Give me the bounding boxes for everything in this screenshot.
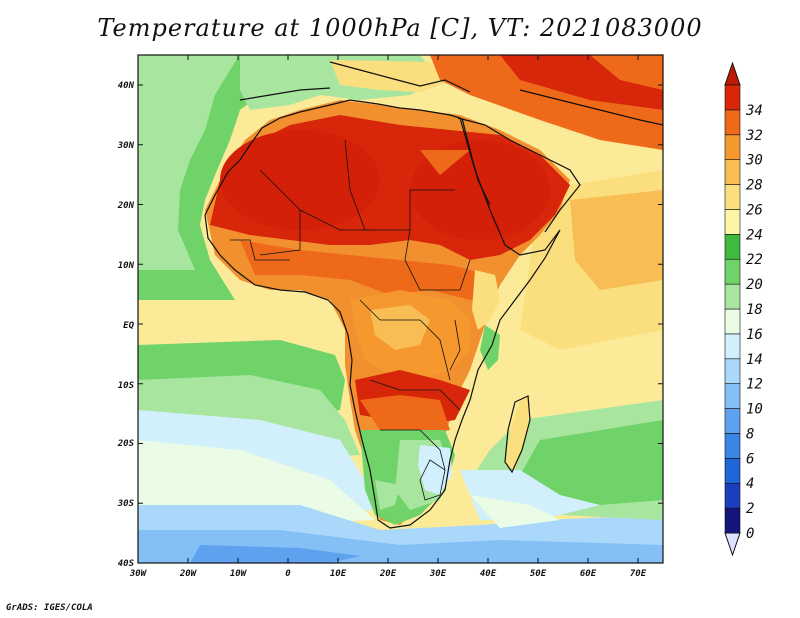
- colorbar-over-triangle: [724, 61, 741, 86]
- lat-label: 40N: [118, 81, 135, 91]
- lon-label: 30E: [429, 569, 447, 579]
- colorbar-box: [724, 408, 741, 434]
- colorbar-label: 10: [746, 402, 763, 418]
- colorbar-box: [724, 184, 741, 210]
- longitude-labels: 30W 20W 10W 0 10E 20E 30E 40E 50E 60E 70…: [129, 569, 647, 579]
- lat-label: 10S: [118, 381, 135, 391]
- colorbar-label: 2: [746, 501, 754, 517]
- lat-label: EQ: [123, 321, 134, 331]
- colorbar-box: [724, 358, 741, 384]
- colorbar-label: 22: [746, 252, 763, 268]
- map-title: Temperature at 1000hPa [C], VT: 20210830…: [97, 14, 703, 42]
- colorbar-label: 30: [745, 153, 763, 169]
- colorbar-label: 20: [746, 277, 763, 293]
- plot-frame: [137, 54, 664, 564]
- lon-label: 20W: [179, 569, 198, 579]
- latitude-labels: 40N 30N 20N 10N EQ 10S 20S 30S 40S: [117, 81, 135, 569]
- lon-label: 60E: [580, 569, 597, 579]
- lat-label: 40S: [118, 559, 135, 569]
- colorbar-box: [724, 458, 741, 484]
- colorbar-box: [724, 109, 741, 136]
- colorbar-box: [724, 482, 741, 509]
- colorbar-box: [724, 283, 741, 310]
- colorbar-label: 14: [746, 352, 763, 368]
- colorbar-box: [724, 333, 741, 360]
- colorbar-box: [724, 507, 741, 534]
- colorbar-box: [724, 209, 741, 235]
- colorbar-label: 12: [746, 377, 763, 393]
- colorbar-box: [724, 159, 741, 185]
- colorbar-label: 0: [746, 526, 754, 542]
- lon-label: 20E: [379, 569, 397, 579]
- colorbar-box: [724, 84, 741, 111]
- colorbar-label: 8: [746, 426, 754, 442]
- lat-label: 10N: [118, 261, 135, 271]
- coastlines: [204, 61, 663, 529]
- colorbar-label: 32: [745, 128, 763, 144]
- lon-label: 70E: [630, 569, 647, 579]
- colorbar-box: [724, 308, 741, 335]
- lat-label: 30N: [117, 141, 135, 151]
- lat-label: 30S: [117, 499, 135, 509]
- colorbar-box: [724, 234, 741, 260]
- colorbar-label: 24: [746, 227, 763, 243]
- colorbar-label: 28: [746, 178, 763, 194]
- colorbar-label: 6: [746, 451, 754, 467]
- lat-label: 20N: [117, 201, 135, 211]
- colorbar-box: [724, 383, 741, 409]
- lon-label: 10E: [330, 569, 347, 579]
- temperature-field: [138, 55, 663, 563]
- colorbar-label: 26: [746, 202, 763, 218]
- lon-label: 30W: [129, 569, 148, 579]
- lon-label: 40E: [480, 569, 497, 579]
- colorbar-label: 18: [746, 302, 763, 318]
- lat-label: 20S: [117, 439, 135, 449]
- colorbar-box: [724, 134, 741, 160]
- colorbar-label: 4: [746, 476, 754, 492]
- lon-label: 0: [285, 569, 291, 579]
- credit-label: GrADS: IGES/COLA: [6, 603, 93, 613]
- axis-ticks: [137, 55, 663, 564]
- colorbar-box: [724, 258, 741, 285]
- lon-label: 10W: [230, 569, 248, 579]
- colorbar-label: 34: [745, 103, 763, 119]
- lon-label: 50E: [530, 569, 547, 579]
- colorbar-label: 16: [746, 327, 763, 343]
- colorbar-under-triangle: [724, 532, 741, 557]
- colorbar-box: [724, 433, 741, 459]
